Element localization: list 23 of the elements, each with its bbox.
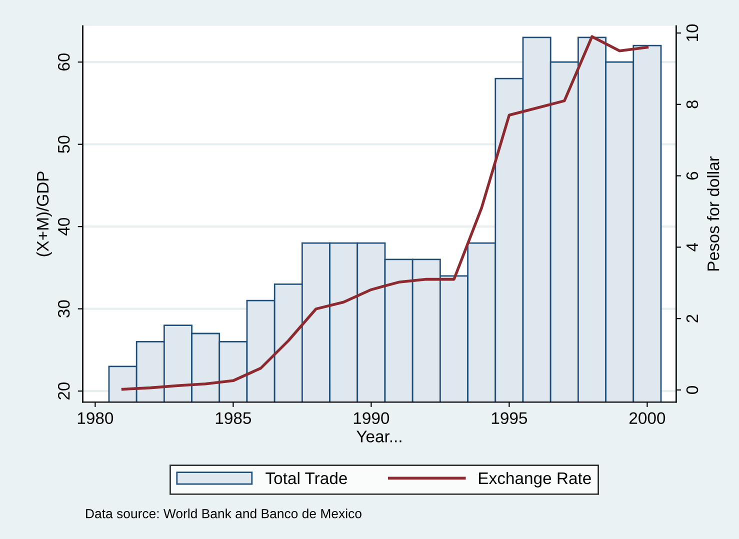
y2-tick-label: 10 <box>686 24 698 42</box>
legend-label: Exchange Rate <box>479 472 591 488</box>
x-axis-title: Year... <box>356 430 402 442</box>
y-tick-label: 20 <box>58 382 70 400</box>
source-note: Data source: World Bank and Banco de Mexico <box>86 508 362 518</box>
x-tick-label: 1985 <box>216 412 252 424</box>
y-axis-title: (X+M)/GDP <box>36 172 52 256</box>
line-series <box>121 35 649 391</box>
x-tick-label: 2000 <box>630 412 666 424</box>
y-tick-label: 40 <box>58 218 70 236</box>
y2-tick-label: 8 <box>686 100 698 108</box>
y2-tick-label: 6 <box>686 172 698 180</box>
legend-label: Total Trade <box>266 472 347 484</box>
y2-tick-label: 4 <box>686 243 698 252</box>
x-tick-label: 1995 <box>492 412 528 424</box>
y2-tick-label: 0 <box>686 386 698 394</box>
y-tick-label: 30 <box>58 300 70 318</box>
y-tick-label: 50 <box>58 136 70 153</box>
x-tick-label: 1990 <box>354 412 390 424</box>
y2-tick-label: 2 <box>686 314 698 322</box>
y-tick-label: 60 <box>58 53 70 70</box>
y2-axis-title: Pesos for dollar <box>707 156 720 271</box>
x-tick-label: 1980 <box>78 412 114 424</box>
